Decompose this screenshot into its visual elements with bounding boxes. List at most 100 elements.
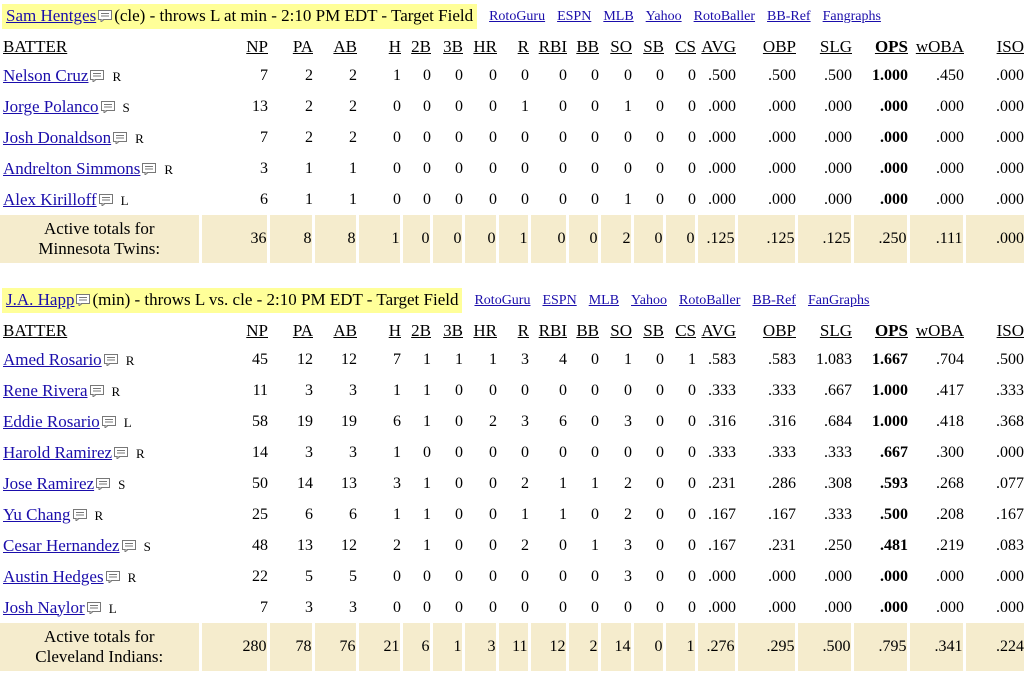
column-header-so[interactable]: SO: [610, 320, 632, 340]
total-3b: 1: [429, 623, 463, 671]
column-header-iso[interactable]: ISO: [996, 36, 1024, 56]
rotoballer-link[interactable]: RotoBaller: [678, 292, 741, 308]
pitcher-link-2[interactable]: J.A. Happ: [6, 290, 75, 309]
column-header-2b[interactable]: 2B: [411, 36, 431, 56]
stat-hr: 0: [489, 536, 497, 554]
comment-icon[interactable]: [72, 508, 87, 521]
column-header-pa[interactable]: PA: [292, 320, 313, 340]
comment-icon[interactable]: [121, 539, 136, 552]
column-header-sb[interactable]: SB: [643, 320, 664, 340]
bbref-link[interactable]: BB-Ref: [752, 292, 796, 308]
comment-icon[interactable]: [96, 477, 111, 490]
column-header-bb[interactable]: BB: [576, 36, 599, 56]
yahoo-link[interactable]: Yahoo: [645, 8, 682, 24]
column-header-obp[interactable]: OBP: [762, 320, 796, 340]
comment-icon[interactable]: [105, 570, 120, 583]
stat-np: 14: [252, 443, 268, 461]
batter-cell: Josh Naylor L: [0, 592, 200, 623]
yahoo-link[interactable]: Yahoo: [631, 292, 667, 308]
column-header-iso[interactable]: ISO: [996, 320, 1024, 340]
stat-ops: .481: [880, 536, 908, 554]
column-header-h[interactable]: H: [388, 320, 401, 340]
batter-link-rene-rivera[interactable]: Rene Rivera: [3, 380, 88, 400]
comment-icon[interactable]: [101, 415, 116, 428]
rotoguru-link[interactable]: RotoGuru: [474, 292, 531, 308]
stat-2b: 0: [423, 190, 431, 208]
column-header-avg[interactable]: AVG: [701, 320, 736, 340]
batter-link-austin-hedges[interactable]: Austin Hedges: [3, 566, 104, 586]
column-header-batter[interactable]: BATTER: [3, 320, 68, 340]
batter-link-harold-ramirez[interactable]: Harold Ramirez: [3, 442, 113, 462]
batter-link-cesar-hernandez[interactable]: Cesar Hernandez: [3, 535, 120, 555]
fangraphs-link[interactable]: Fangraphs: [822, 8, 881, 24]
column-header-so[interactable]: SO: [610, 36, 632, 56]
column-header-r[interactable]: R: [517, 320, 529, 340]
batter-link-eddie-rosario[interactable]: Eddie Rosario: [3, 411, 100, 431]
column-header-ab[interactable]: AB: [333, 320, 357, 340]
stat-2b: 0: [423, 443, 431, 461]
column-header-np[interactable]: NP: [246, 36, 268, 56]
column-header-bb[interactable]: BB: [576, 320, 599, 340]
comment-icon[interactable]: [76, 294, 91, 306]
column-header-rbi[interactable]: RBI: [538, 320, 567, 340]
espn-link[interactable]: ESPN: [557, 8, 592, 24]
column-header-batter[interactable]: BATTER: [3, 36, 68, 56]
batter-hand: S: [143, 538, 151, 554]
column-header-ab[interactable]: AB: [333, 36, 357, 56]
batter-link-jorge-polanco[interactable]: Jorge Polanco: [3, 96, 99, 116]
column-header-h[interactable]: H: [388, 36, 401, 56]
column-header-sb[interactable]: SB: [643, 36, 664, 56]
mlb-link[interactable]: MLB: [588, 292, 620, 308]
batter-link-nelson-cruz[interactable]: Nelson Cruz: [3, 65, 89, 85]
comment-icon[interactable]: [100, 100, 115, 113]
column-header-np[interactable]: NP: [246, 320, 268, 340]
comment-icon[interactable]: [142, 162, 157, 175]
column-header-rbi[interactable]: RBI: [538, 36, 567, 56]
comment-icon[interactable]: [98, 193, 113, 206]
pitcher-link-1[interactable]: Sam Hentges: [6, 6, 97, 25]
column-header-hr[interactable]: HR: [473, 320, 497, 340]
batter-link-josh-naylor[interactable]: Josh Naylor: [3, 597, 85, 617]
batter-link-josh-donaldson[interactable]: Josh Donaldson: [3, 127, 112, 147]
batter-link-jose-ramirez[interactable]: Jose Ramirez: [3, 473, 95, 493]
bbref-link[interactable]: BB-Ref: [767, 8, 811, 24]
column-header-woba[interactable]: wOBA: [915, 320, 964, 340]
column-header-slg[interactable]: SLG: [819, 36, 852, 56]
mlb-link[interactable]: MLB: [603, 8, 634, 24]
column-header-woba[interactable]: wOBA: [915, 36, 964, 56]
column-header-hr[interactable]: HR: [473, 36, 497, 56]
stat-3b: 1: [455, 350, 463, 368]
fangraphs-link[interactable]: FanGraphs: [807, 292, 870, 308]
comment-icon[interactable]: [114, 446, 129, 459]
column-header-avg[interactable]: AVG: [701, 36, 736, 56]
column-header-slg[interactable]: SLG: [819, 320, 852, 340]
column-header-ops[interactable]: OPS: [874, 320, 908, 340]
comment-icon[interactable]: [113, 131, 128, 144]
rotoguru-link[interactable]: RotoGuru: [489, 8, 546, 24]
espn-link[interactable]: ESPN: [542, 292, 577, 308]
batter-link-andrelton-simmons[interactable]: Andrelton Simmons: [3, 158, 141, 178]
stat-hr: 0: [489, 97, 497, 115]
column-header-cs[interactable]: CS: [675, 320, 696, 340]
column-header-3b[interactable]: 3B: [443, 320, 463, 340]
column-header-3b[interactable]: 3B: [443, 36, 463, 56]
batter-link-alex-kirilloff[interactable]: Alex Kirilloff: [3, 189, 97, 209]
stat-so: 0: [624, 598, 632, 616]
column-header-ops[interactable]: OPS: [874, 36, 908, 56]
comment-icon[interactable]: [98, 10, 113, 22]
stat-sb: 0: [656, 505, 664, 523]
batter-link-amed-rosario[interactable]: Amed Rosario: [3, 349, 102, 369]
column-header-cs[interactable]: CS: [675, 36, 696, 56]
total-ab: 76: [311, 623, 357, 671]
comment-icon[interactable]: [90, 69, 105, 82]
column-header-r[interactable]: R: [517, 36, 529, 56]
rotoballer-link[interactable]: RotoBaller: [693, 8, 756, 24]
comment-icon[interactable]: [86, 601, 101, 614]
column-header-2b[interactable]: 2B: [411, 320, 431, 340]
column-header-obp[interactable]: OBP: [762, 36, 796, 56]
comment-icon[interactable]: [103, 353, 118, 366]
stat-hr: 0: [489, 567, 497, 585]
batter-link-yu-chang[interactable]: Yu Chang: [3, 504, 71, 524]
column-header-pa[interactable]: PA: [292, 36, 313, 56]
comment-icon[interactable]: [89, 384, 104, 397]
